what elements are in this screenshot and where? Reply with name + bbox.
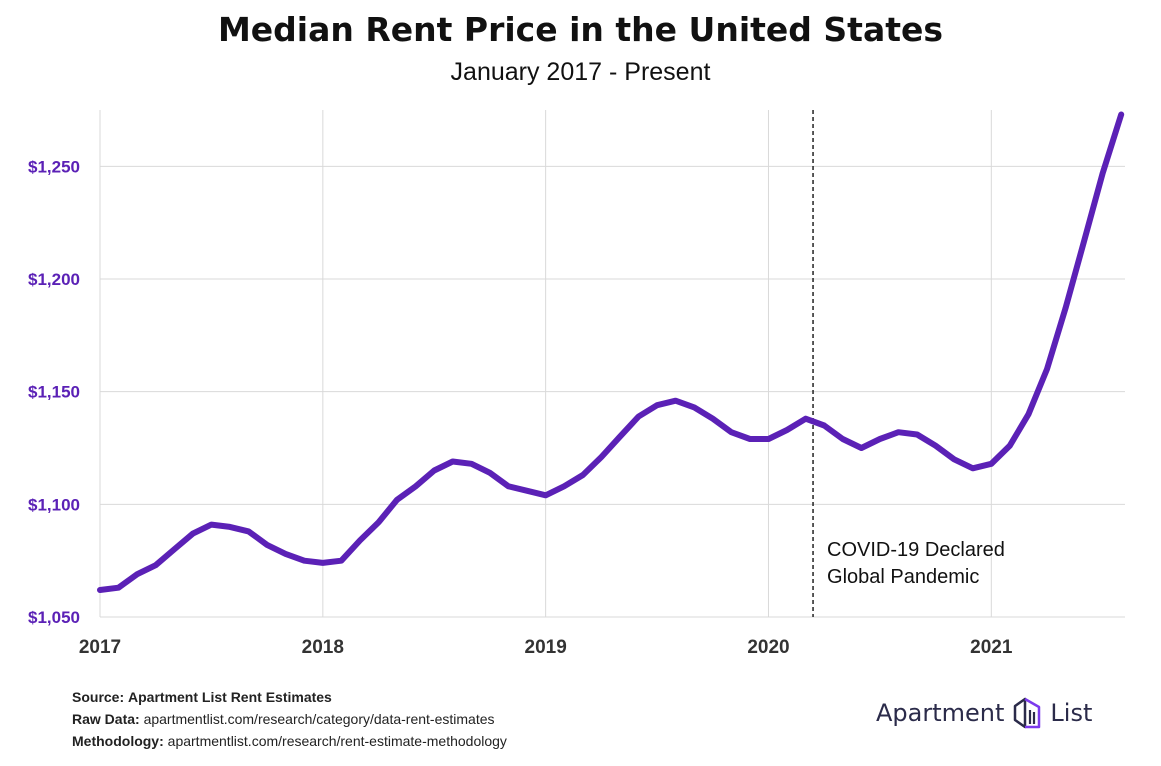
- x-tick-label: 2019: [525, 637, 567, 658]
- annotation-text: Global Pandemic: [827, 566, 979, 588]
- logo-left-word: Apartment: [876, 699, 1005, 727]
- apartment-list-logo-icon: [1014, 697, 1041, 729]
- x-tick-label: 2020: [747, 637, 789, 658]
- y-tick-label: $1,100: [28, 495, 80, 514]
- chart-title: Median Rent Price in the United States: [217, 10, 944, 49]
- y-tick-label: $1,200: [28, 270, 80, 289]
- series-group: [97, 111, 1125, 593]
- footer-method-label: Methodology:: [72, 733, 164, 749]
- x-tick-label: 2021: [970, 637, 1013, 658]
- x-tick-label: 2018: [302, 637, 344, 658]
- annotation-group: COVID-19 Declared Global Pandemic: [812, 110, 1005, 617]
- footer-raw-label: Raw Data:: [72, 711, 140, 727]
- line-chart: $1,050$1,100$1,150$1,200$1,250 2017 2018 2…: [28, 110, 1125, 658]
- footer-source-value: Apartment List Rent Estimates: [128, 689, 332, 705]
- annotation-text: COVID-19 Declared: [827, 539, 1005, 561]
- x-axis-ticks: 2017 2018 2019 2020 2021: [79, 637, 1013, 658]
- grid: [99, 110, 1125, 618]
- footer-notes: Source: Apartment List Rent Estimates Ra…: [72, 686, 507, 752]
- logo-right-word: List: [1050, 699, 1093, 727]
- footer-raw-data: Raw Data: apartmentlist.com/research/cat…: [72, 708, 507, 730]
- y-tick-label: $1,250: [28, 157, 80, 176]
- y-tick-label: $1,050: [28, 608, 80, 627]
- y-axis-ticks: $1,050 $1,100 $1,150 $1,200 $1,250: [28, 157, 80, 627]
- y-tick-label: $1,150: [28, 383, 80, 402]
- footer-source: Source: Apartment List Rent Estimates: [72, 686, 507, 708]
- apartment-list-logo: Apartment List: [876, 696, 1092, 730]
- series-line: [97, 111, 1125, 593]
- footer-source-label: Source:: [72, 689, 125, 705]
- footer-methodology: Methodology: apartmentlist.com/research/…: [72, 730, 507, 752]
- footer-raw-value: apartmentlist.com/research/category/data…: [143, 711, 495, 727]
- chart-subtitle: January 2017 - Present: [450, 58, 711, 86]
- footer-method-value: apartmentlist.com/research/rent-estimate…: [167, 733, 507, 749]
- x-tick-label: 2017: [79, 637, 121, 658]
